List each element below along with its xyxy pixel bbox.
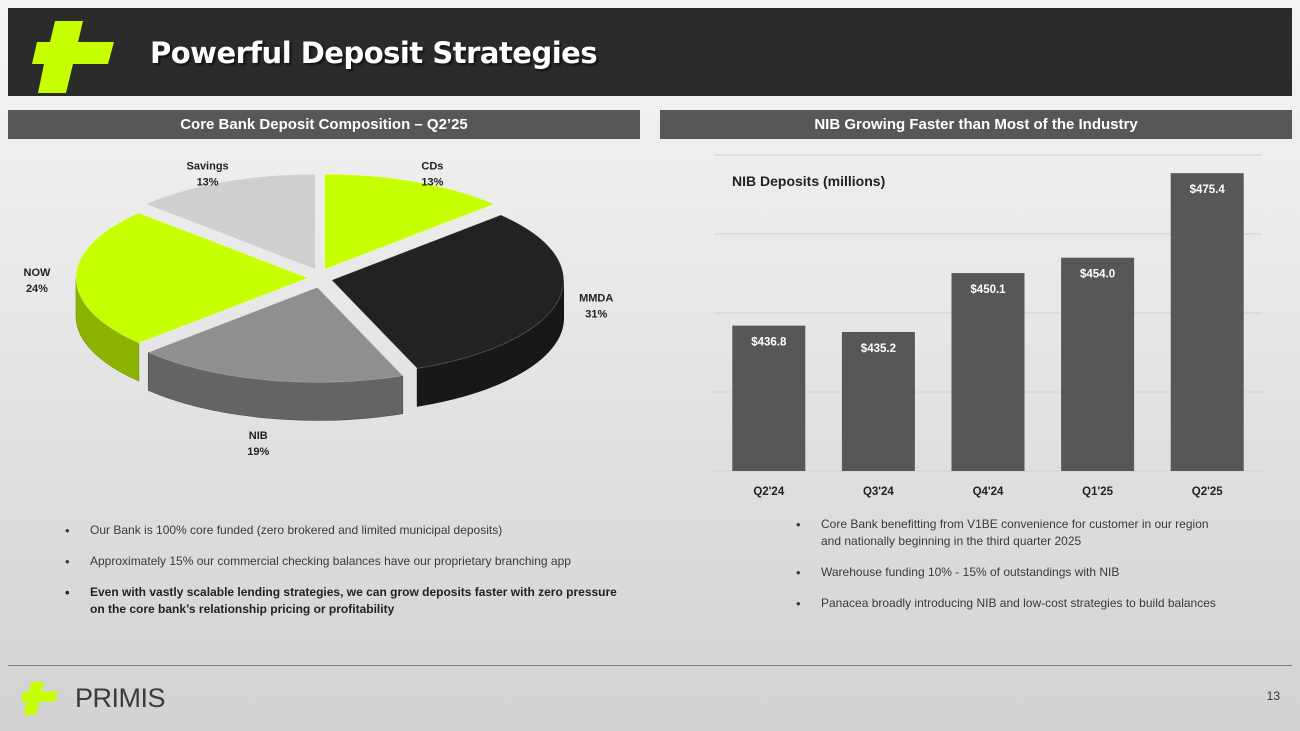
- pie-slice-nib: [147, 286, 404, 383]
- bar-value-label: $436.8: [751, 337, 787, 349]
- left-bullet-list: Our Bank is 100% core funded (zero broke…: [63, 522, 633, 632]
- slide-title: Powerful Deposit Strategies: [150, 36, 598, 70]
- bar-value-label: $450.1: [970, 284, 1006, 296]
- footer-divider: [8, 665, 1292, 666]
- bar-q3-24: [841, 331, 915, 471]
- left-panel-heading: Core Bank Deposit Composition – Q2’25: [8, 110, 640, 139]
- bar-value-label: $475.4: [1190, 184, 1226, 196]
- pie-value-now: 24%: [26, 283, 48, 295]
- pie-value-cds: 13%: [421, 177, 443, 189]
- page-number: 13: [1266, 689, 1280, 703]
- pie-label-savings: Savings: [186, 161, 228, 173]
- nib-deposits-bar-chart: NIB Deposits (millions) $436.8 Q2'24 $435.2…: [714, 154, 1262, 498]
- left-bullet-2: Approximately 15% our commercial checkin…: [63, 553, 633, 570]
- bar-value-label: $435.2: [861, 343, 896, 355]
- right-bullet-list: Core Bank benefitting from V1BE convenie…: [794, 516, 1224, 626]
- right-panel-heading: NIB Growing Faster than Most of the Indu…: [660, 110, 1292, 139]
- left-bullet-1: Our Bank is 100% core funded (zero broke…: [63, 522, 633, 539]
- pie-label-nib: NIB: [249, 430, 268, 442]
- x-tick-label: Q2'24: [753, 486, 784, 498]
- pie-label-cds: CDs: [421, 161, 443, 173]
- pie-labels: CDs 13% MMDA 31% NIB 19% NOW 24% Savings 13%: [24, 161, 614, 458]
- x-tick-label: Q1'25: [1082, 486, 1113, 498]
- right-bullet-2: Warehouse funding 10% - 15% of outstandi…: [794, 564, 1224, 581]
- pie-label-now: NOW: [24, 267, 52, 279]
- x-tick-label: Q4'24: [973, 486, 1004, 498]
- pie-sides: [75, 277, 565, 421]
- pie-label-mmda: MMDA: [579, 292, 613, 304]
- pie-value-mmda: 31%: [585, 308, 607, 320]
- pie-slice-cds: [324, 173, 495, 270]
- left-bullet-3: Even with vastly scalable lending strate…: [63, 584, 633, 618]
- bar-q2-24: [732, 325, 806, 471]
- bar-value-label: $454.0: [1080, 269, 1115, 281]
- right-bullet-3: Panacea broadly introducing NIB and low-…: [794, 595, 1224, 612]
- bar-q2-25: [1170, 173, 1244, 472]
- brand-name: PRIMIS: [75, 683, 166, 713]
- primis-logo-icon: [32, 21, 114, 93]
- x-tick-label: Q3'24: [863, 486, 894, 498]
- pie-slice-savings: [145, 173, 316, 270]
- deposit-composition-pie-chart: CDs 13% MMDA 31% NIB 19% NOW 24% Savings 13%: [24, 161, 614, 458]
- pie-value-savings: 13%: [197, 177, 219, 189]
- pie-slice-now: [75, 212, 310, 344]
- pie-slice-mmda: [331, 214, 565, 369]
- pie-tops: [75, 173, 565, 383]
- x-tick-label: Q2'25: [1192, 486, 1223, 498]
- bar-chart-title: NIB Deposits (millions): [732, 173, 885, 189]
- slide-header: Powerful Deposit Strategies: [8, 8, 1292, 96]
- bar-q4-24: [951, 273, 1025, 471]
- bar-q1-25: [1061, 257, 1135, 471]
- primis-footer-logo-icon: [20, 682, 58, 715]
- right-bullet-1: Core Bank benefitting from V1BE convenie…: [794, 516, 1224, 550]
- pie-value-nib: 19%: [247, 446, 269, 458]
